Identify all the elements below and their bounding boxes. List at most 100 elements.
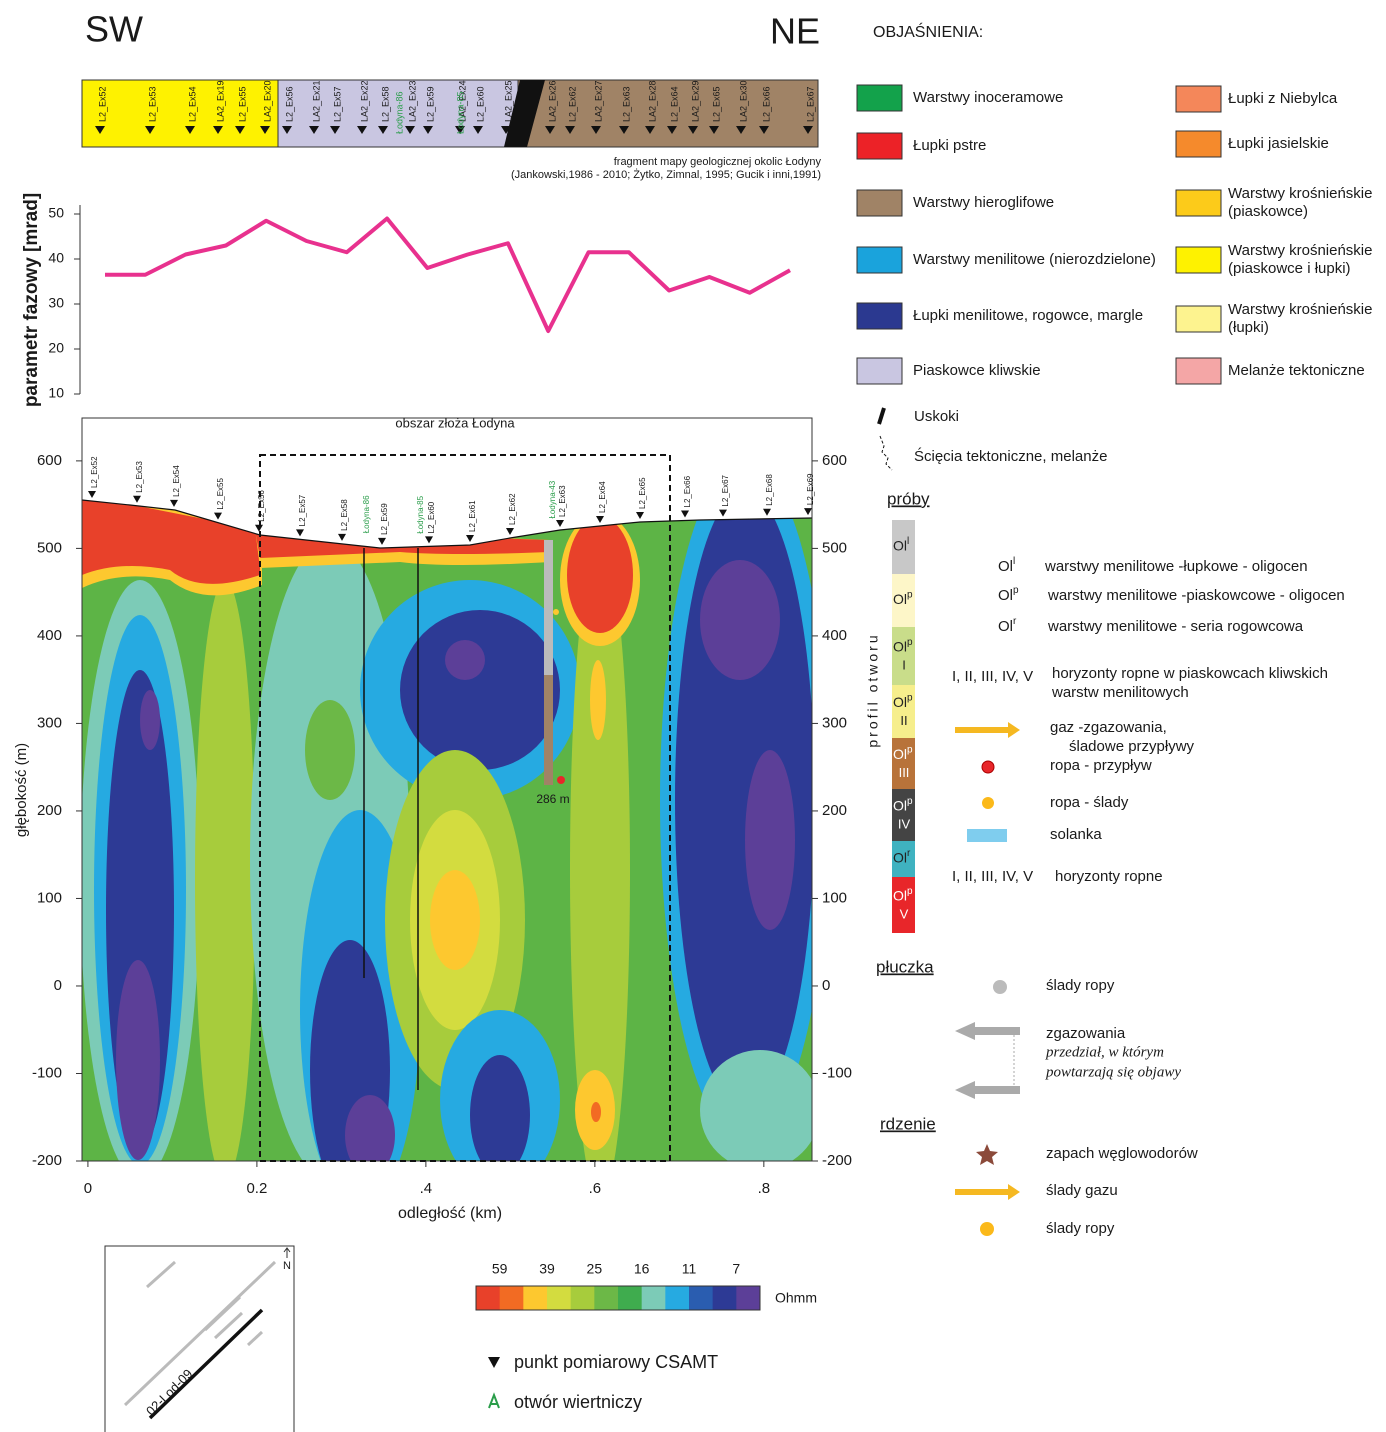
superscript: p [907, 589, 913, 600]
station-label: L2_Ex55 [216, 478, 225, 510]
key-label: I, II, III, IV, V [952, 868, 1033, 885]
section: 286 m obszar złoża Łodyna odległość (km)… [13, 415, 830, 1222]
log-roman: I [902, 657, 906, 672]
key-text: gaz -zgazowania, [1050, 719, 1167, 736]
station-label: L2_Ex69 [806, 473, 815, 505]
inset-line [205, 1297, 240, 1330]
station-label: LA2_Ex28 [647, 80, 657, 122]
x-tick-label: .8 [758, 1180, 771, 1197]
station-label: L2_Ex60 [427, 501, 436, 533]
mud-oil-symbol [993, 980, 1007, 994]
station-label: L2_Ex66 [761, 86, 771, 122]
station-label: LA2_Ex20 [262, 80, 272, 122]
station-label: L2_Ex52 [97, 86, 107, 122]
log-roman: IV [898, 816, 911, 831]
annotation: 286 m [536, 792, 569, 806]
station-label: L2_Ex62 [567, 86, 577, 122]
station-label: L2_Ex65 [711, 86, 721, 122]
contour-region [345, 1095, 395, 1175]
station-label: L2_Ex58 [380, 86, 390, 122]
superscript: l [1013, 556, 1015, 567]
contour-region [470, 1055, 530, 1175]
contour-region [445, 640, 485, 680]
y-axis-label: parametr fazowy [mrad] [21, 193, 42, 407]
strip-unit [518, 80, 818, 147]
station-label: L2_Ex65 [638, 477, 647, 509]
station-label: L2_Ex56 [257, 490, 266, 522]
unit-swatch [857, 190, 902, 216]
unit-label: Warstwy menilitowe (nierozdzielone) [913, 251, 1156, 268]
colorbar-cell [500, 1286, 524, 1310]
key-text: powtarzają się objawy [1045, 1064, 1181, 1080]
phase-chart: parametr fazowy [mrad] 1020304050 [21, 193, 790, 407]
csamt-symbol [488, 1357, 500, 1368]
y-tick-label: -200 [32, 1152, 62, 1169]
station-label: L2_Ex55 [237, 86, 247, 122]
unit-legend: Uskoki Ścięcia tektoniczne, melanże Wars… [857, 85, 1372, 470]
fault-symbol [879, 408, 884, 424]
contour-region [590, 660, 606, 740]
colorbar-cell [476, 1286, 500, 1310]
station-marker [255, 525, 263, 532]
contour-region [567, 517, 633, 633]
station-label: L2_Ex68 [765, 474, 774, 506]
colorbar-tick-label: 59 [492, 1261, 508, 1277]
station-label: LA2_Ex23 [407, 80, 417, 122]
key-text: ślady ropy [1046, 977, 1115, 994]
colorbar-tick-label: 39 [539, 1261, 555, 1277]
gas-arrow [955, 722, 1020, 738]
log-roman: V [900, 906, 909, 921]
key-text: ślady ropy [1046, 1220, 1115, 1237]
superscript: p [907, 637, 913, 648]
legend-label: Ścięcia tektoniczne, melanże [914, 447, 1107, 465]
direction-right: NE [770, 11, 820, 52]
station-label: Łodyna-85 [416, 495, 425, 533]
shear-symbol [880, 436, 892, 470]
unit-label: Warstwy krośnieńskie [1228, 185, 1372, 202]
unit-swatch [857, 85, 902, 111]
contour-region [195, 580, 255, 1180]
key-text: solanka [1050, 826, 1102, 843]
unit-swatch [1176, 131, 1221, 157]
key-label: Olp [998, 585, 1019, 604]
colorbar-tick-label: 7 [732, 1261, 740, 1277]
key-text: horyzonty ropne w piaskowcach kliwskich [1052, 665, 1328, 682]
y-tick-label: 40 [48, 250, 64, 266]
unit-label: Warstwy krośnieńskie [1228, 242, 1372, 259]
unit-label: Łupki pstre [913, 137, 986, 154]
colorbar-cell [665, 1286, 689, 1310]
inset-line [248, 1332, 262, 1345]
station-marker [719, 510, 727, 517]
section-heading: próby [887, 489, 930, 508]
well-label: Łodyna-85 [455, 91, 465, 134]
superscript: p [1013, 585, 1019, 596]
strip-caption: (Jankowski,1986 - 2010; Żytko, Zimnal, 1… [511, 168, 821, 181]
key-text: zgazowania [1046, 1025, 1126, 1042]
station-label: L2_Ex64 [669, 86, 679, 122]
y-tick-label: 0 [54, 977, 62, 994]
contour-region [700, 1050, 820, 1170]
station-label: LA2_Ex29 [690, 80, 700, 122]
y-tick-label: 400 [37, 627, 62, 644]
section-title: obszar złoża Łodyna [395, 415, 515, 430]
station-label: L2_Ex53 [147, 86, 157, 122]
station-label: L2_Ex64 [598, 481, 607, 513]
unit-label: Warstwy hieroglifowe [913, 194, 1054, 211]
station-marker [133, 496, 141, 503]
station-marker [636, 512, 644, 519]
gas-arrow [955, 1081, 1020, 1099]
superscript: p [907, 796, 913, 807]
station-label: LA2_Ex21 [311, 80, 321, 122]
y-tick-label-right: 600 [822, 452, 847, 469]
y-tick-label: 10 [48, 385, 64, 401]
station-label: L2_Ex63 [558, 485, 567, 517]
station-marker [88, 491, 96, 498]
gas-arrow [955, 1022, 1020, 1040]
colorbar-cell [689, 1286, 713, 1310]
x-tick-label: 0.2 [246, 1180, 267, 1197]
contour-region [400, 610, 560, 770]
colorbar-cell [547, 1286, 571, 1310]
y-tick-label-right: 200 [822, 802, 847, 819]
y-tick-label-right: 500 [822, 539, 847, 556]
station-marker [466, 535, 474, 542]
